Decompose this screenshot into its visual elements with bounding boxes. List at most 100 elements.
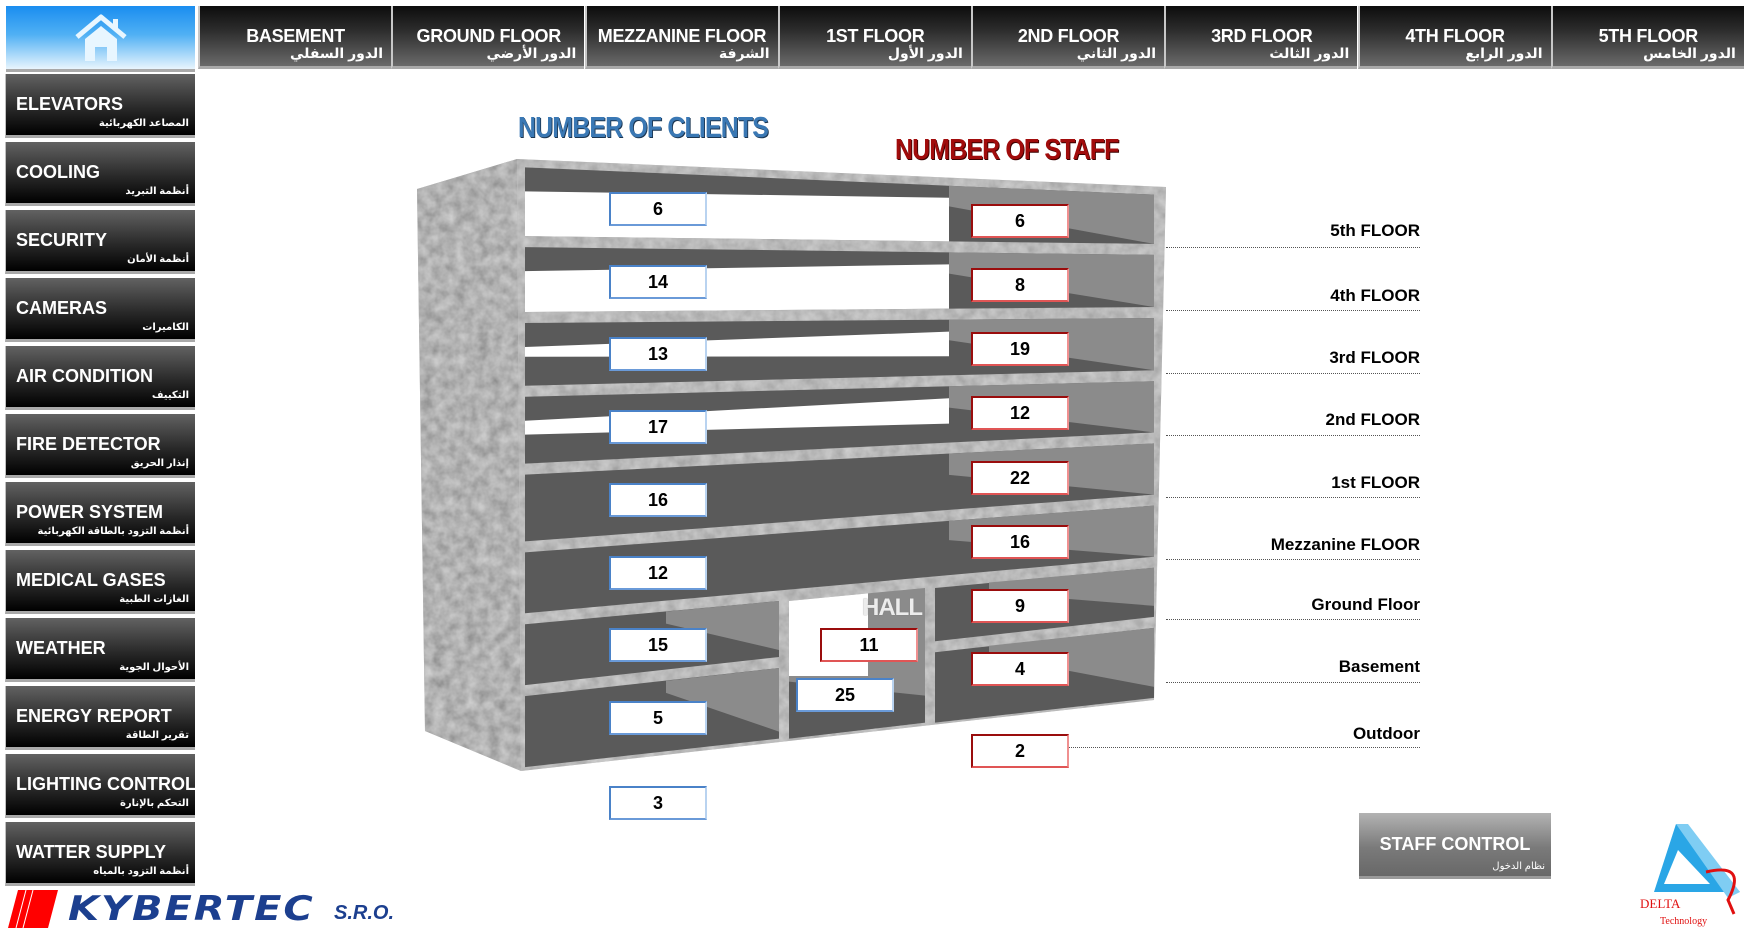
- sidebar-item-label: SECURITY: [16, 230, 108, 250]
- sidebar-item-8[interactable]: WEATHER الأحوال الجوية: [5, 618, 195, 682]
- sidebar-item-7[interactable]: MEDICAL GASES الغازات الطبية: [5, 550, 195, 614]
- floor-leader-line: [1166, 310, 1420, 311]
- sidebar-item-label: CAMERAS: [16, 298, 108, 318]
- floor-label[interactable]: 2nd FLOOR: [1325, 410, 1420, 429]
- staff-control-label: STAFF CONTROL: [1379, 834, 1531, 854]
- sidebar-item-5[interactable]: FIRE DETECTOR إنذار الحريق: [5, 414, 195, 478]
- sidebar-item-0[interactable]: ELEVATORS المصاعد الكهربائية: [5, 74, 195, 138]
- tab-arabic-label: الدور الثالث: [1269, 45, 1350, 61]
- tab-arabic-label: الشرفة: [718, 45, 770, 61]
- staff-count: 16: [971, 525, 1069, 559]
- sidebar-item-9[interactable]: ENERGY REPORT تقرير الطاقة: [5, 686, 195, 750]
- staff-control-arabic: نظام الدخول: [1492, 861, 1545, 872]
- sidebar-item-6[interactable]: POWER SYSTEM أنظمة التزود بالطاقة الكهربا…: [5, 482, 195, 546]
- tab-arabic-label: الدور الأول: [887, 45, 963, 61]
- sidebar-item-label: ENERGY REPORT: [16, 706, 172, 726]
- clients-count: 6: [609, 192, 707, 226]
- sidebar-item-arabic: أنظمة التزود بالطاقة الكهربائية: [37, 526, 189, 537]
- tab-label: BASEMENT: [246, 26, 345, 46]
- staff-count: 2: [971, 734, 1069, 768]
- floor-leader-line: [1166, 619, 1420, 620]
- sidebar-item-label: LIGHTING CONTROL: [16, 774, 196, 794]
- sidebar-item-1[interactable]: COOLING أنظمة التبريد: [5, 142, 195, 206]
- staff-count: 22: [971, 461, 1069, 495]
- tab-arabic-label: الدور الخامس: [1643, 45, 1736, 61]
- sidebar-item-arabic: أنظمة التبريد: [125, 186, 189, 197]
- tab-arabic-label: الدور الأرضي: [486, 45, 577, 61]
- hall-clients-count: 25: [796, 678, 894, 712]
- tab-label: 4TH FLOOR: [1405, 26, 1505, 46]
- kybertec-sro: S.R.O.: [334, 902, 395, 924]
- tab-label: 3RD FLOOR: [1211, 26, 1313, 46]
- tab-floor-6[interactable]: 4TH FLOOR الدور الرابع: [1357, 6, 1551, 69]
- clients-count: 5: [609, 701, 707, 735]
- tab-floor-4[interactable]: 2ND FLOOR الدور الثاني: [971, 6, 1164, 69]
- sidebar-item-arabic: التحكم بالإنارة: [119, 798, 189, 809]
- home-button[interactable]: [6, 6, 195, 72]
- tab-floor-7[interactable]: 5TH FLOOR الدور الخامس: [1550, 6, 1744, 69]
- kybertec-logo: KYBERTEC S.R.O.: [6, 888, 426, 930]
- staff-count: 19: [971, 332, 1069, 366]
- clients-count: 12: [609, 556, 707, 590]
- sidebar-item-label: WATTER SUPPLY: [16, 842, 167, 862]
- building-side-wall: [417, 159, 521, 771]
- tab-floor-0[interactable]: BASEMENT الدور السفلي: [198, 6, 391, 69]
- sidebar-item-arabic: الكاميرات: [142, 322, 189, 333]
- floor-side-wall: [666, 600, 779, 651]
- floor-side-wall: [666, 668, 779, 732]
- floor-label[interactable]: Basement: [1338, 657, 1420, 676]
- floor-label[interactable]: 1st FLOOR: [1331, 473, 1420, 492]
- floor-label[interactable]: Outdoor: [1352, 724, 1420, 743]
- floor-side-wall: [989, 567, 1154, 606]
- kybertec-stripes-icon: [8, 889, 58, 929]
- floor-label[interactable]: Mezzanine FLOOR: [1270, 535, 1420, 554]
- staff-count: 12: [971, 396, 1069, 430]
- tab-floor-5[interactable]: 3RD FLOOR الدور الثالث: [1164, 6, 1358, 69]
- sidebar-item-label: COOLING: [16, 162, 100, 182]
- tab-floor-1[interactable]: GROUND FLOOR الدور الأرضي: [391, 6, 585, 69]
- clients-count: 14: [609, 265, 707, 299]
- tab-floor-3[interactable]: 1ST FLOOR الدور الأول: [777, 6, 971, 69]
- floor-label[interactable]: 4th FLOOR: [1330, 286, 1420, 305]
- sidebar-item-label: MEDICAL GASES: [16, 570, 166, 590]
- clients-title: NUMBER OF CLIENTS: [518, 112, 769, 144]
- floor-window: [525, 191, 949, 242]
- sidebar-item-arabic: إنذار الحريق: [130, 458, 189, 469]
- clients-count: 13: [609, 337, 707, 371]
- delta-technology-logo: DELTA Technology: [1640, 824, 1740, 927]
- tab-floor-2[interactable]: MEZZANINE FLOOR الشرفة: [584, 6, 778, 69]
- floor-leader-line: [1166, 373, 1420, 374]
- floor-label[interactable]: Ground Floor: [1311, 595, 1420, 614]
- clients-count: 16: [609, 483, 707, 517]
- home-icon: [74, 14, 127, 61]
- technology-text: Technology: [1660, 916, 1707, 927]
- floor-leader-line: [1166, 682, 1420, 683]
- floor-leader-line: [1166, 497, 1420, 498]
- sidebar-item-arabic: أنظمة التزود بالمياه: [93, 866, 189, 877]
- floor-label[interactable]: 5th FLOOR: [1330, 221, 1420, 240]
- staff-title: NUMBER OF STAFF: [895, 134, 1119, 166]
- sidebar-item-11[interactable]: WATTER SUPPLY أنظمة التزود بالمياه: [5, 822, 195, 886]
- tab-label: 1ST FLOOR: [826, 26, 925, 46]
- hall-label: HALL: [862, 594, 923, 621]
- floor-leader-line: [1166, 247, 1420, 248]
- clients-count: 15: [609, 628, 707, 662]
- floor-label[interactable]: 3rd FLOOR: [1329, 348, 1420, 367]
- floor-leader-line: [1069, 747, 1420, 748]
- sidebar-item-arabic: أنظمة الأمان: [127, 254, 189, 265]
- tab-label: GROUND FLOOR: [416, 26, 562, 46]
- floor-side-wall: [989, 627, 1154, 687]
- staff-control-button[interactable]: STAFF CONTROL نظام الدخول: [1359, 813, 1551, 879]
- sidebar-item-10[interactable]: LIGHTING CONTROL التحكم بالإنارة: [5, 754, 196, 818]
- sidebar-item-3[interactable]: CAMERAS الكاميرات: [5, 278, 195, 342]
- sidebar-item-label: ELEVATORS: [16, 94, 124, 114]
- tab-arabic-label: الدور الرابع: [1465, 45, 1543, 61]
- hall-staff-count: 11: [820, 628, 918, 662]
- sidebar-item-label: FIRE DETECTOR: [16, 434, 161, 454]
- sidebar-item-4[interactable]: AIR CONDITION التكييف: [5, 346, 195, 410]
- sidebar-item-2[interactable]: SECURITY أنظمة الأمان: [5, 210, 195, 274]
- sidebar-item-arabic: المصاعد الكهربائية: [98, 118, 189, 129]
- tab-arabic-label: الدور السفلي: [289, 45, 383, 61]
- floor-leader-line: [1166, 435, 1420, 436]
